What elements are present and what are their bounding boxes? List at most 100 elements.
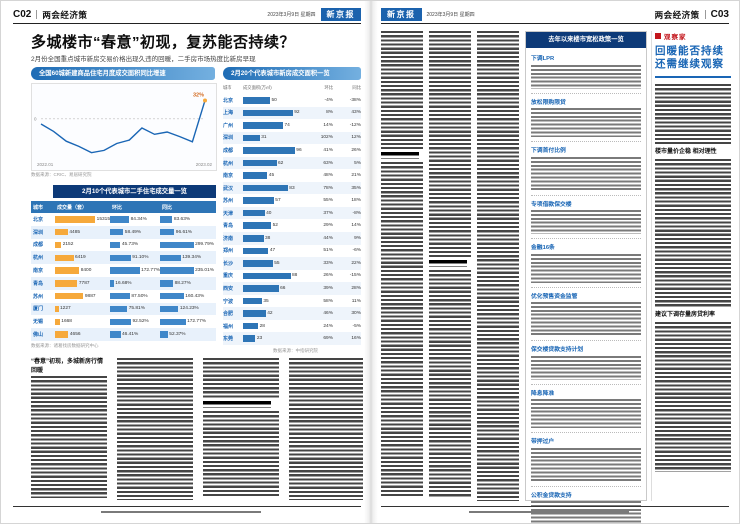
volume-value: 15315 xyxy=(96,216,110,222)
yoy-cell: 160.43% xyxy=(160,292,214,300)
area-value: 83 xyxy=(289,185,295,191)
area-cell: 62 xyxy=(243,159,305,167)
bar-row: 苏州 57 55% 18% xyxy=(223,194,361,207)
column-header: 城市 xyxy=(223,85,232,90)
table-row: 佛山 4656 46.41% 52.37% xyxy=(31,328,216,341)
area-value: 31 xyxy=(261,135,267,141)
volume-bar xyxy=(55,318,60,326)
area-cell: 38 xyxy=(243,235,305,242)
mom-bar xyxy=(110,292,130,300)
area-value: 55 xyxy=(274,260,280,266)
mom-cell: 92.52% xyxy=(110,318,160,326)
newhome-chart-body: 北京 50 -4% -38% 上海 92 8% 43% 广州 74 14% -12% 深圳 31 102% 1… xyxy=(223,94,361,345)
area-cell: 47 xyxy=(243,247,305,255)
area-bar xyxy=(243,247,269,255)
secondhand-table-body: 北京 15315 84.34% 83.63% 深圳 4485 58.49% 96.61% 成都 2… xyxy=(31,213,216,341)
yoy-value: -8% xyxy=(352,210,361,216)
mom-value: 58% xyxy=(323,298,333,304)
header-rule xyxy=(381,23,729,24)
yoy-value: 11% xyxy=(351,298,361,304)
city-label: 南京 xyxy=(223,173,234,180)
city-label: 佛山 xyxy=(33,332,44,339)
bar-row: 成都 96 41% 26% xyxy=(223,144,361,157)
line-chart-title: 全国60城新建商品住宅月度成交面积同比增速 xyxy=(31,67,215,80)
area-cell: 57 xyxy=(243,197,305,204)
yoy-bar xyxy=(160,267,194,274)
yoy-value: 18% xyxy=(351,198,361,204)
divider xyxy=(704,10,706,19)
city-label: 苏州 xyxy=(223,198,234,205)
area-value: 74 xyxy=(284,122,290,128)
area-bar xyxy=(243,159,277,167)
policy-item: 专项借款保交楼 xyxy=(531,196,641,239)
footer-rule xyxy=(13,506,361,507)
volume-bar xyxy=(55,216,96,223)
yoy-value: 299.79% xyxy=(195,242,214,248)
column-header: 环比 xyxy=(324,85,333,90)
mom-value: 24% xyxy=(323,323,333,329)
mom-value: 16.68% xyxy=(115,280,132,286)
city-label: 苏州 xyxy=(33,293,44,300)
policy-item: 保交楼贷款支持计划 xyxy=(531,341,641,385)
yoy-value: -6% xyxy=(352,248,361,254)
area-value: 88 xyxy=(292,273,298,279)
mom-cell: 58.49% xyxy=(110,228,160,236)
city-label: 宁波 xyxy=(223,298,234,305)
section-title: 两会经济策 xyxy=(42,9,88,20)
city-label: 成都 xyxy=(223,147,234,154)
yoy-value: -15% xyxy=(349,273,361,279)
area-value: 92 xyxy=(294,110,300,116)
yoy-cell: 172.77% xyxy=(160,318,214,326)
text-block xyxy=(429,31,471,257)
article-column: “春意”初现，多城新房行情回暖 xyxy=(31,358,107,500)
yoy-value: 139.34% xyxy=(182,255,202,261)
article-column xyxy=(203,358,279,500)
subhead-block xyxy=(429,260,467,267)
mom-value: 37% xyxy=(323,210,333,216)
city-label: 杭州 xyxy=(33,255,44,262)
city-label: 福州 xyxy=(223,323,234,330)
area-cell: 42 xyxy=(243,310,305,317)
mom-bar xyxy=(110,228,124,236)
line-chart: 32% 0 2022.01 2023.02 xyxy=(31,83,217,171)
yoy-cell: 52.37% xyxy=(160,331,214,338)
observer-title-line2: 还需继续观察 xyxy=(655,58,724,70)
page-left-header: C02 两会经济策 2023年3月9日 星期四 新京报 xyxy=(13,8,361,21)
area-bar xyxy=(243,285,279,292)
text-block xyxy=(381,162,423,498)
policy-item-title: 下调LPR xyxy=(531,56,555,62)
area-value: 28 xyxy=(259,323,265,329)
policy-item-title: 专项借款保交楼 xyxy=(531,201,572,208)
area-bar xyxy=(243,297,262,305)
column-header: 同比 xyxy=(352,85,361,90)
text-block xyxy=(531,253,641,283)
volume-value: 1668 xyxy=(61,319,72,325)
area-cell: 40 xyxy=(243,209,305,217)
text-block xyxy=(655,84,731,144)
yoy-value: 14% xyxy=(351,223,361,229)
volume-cell: 2152 xyxy=(55,241,110,249)
area-cell: 28 xyxy=(243,322,305,330)
city-label: 深圳 xyxy=(223,135,234,142)
bar-row: 重庆 88 26% -15% xyxy=(223,270,361,283)
article-headline: 多城楼市“春意”初现，复苏能否持续？ xyxy=(31,34,296,51)
yoy-value: 28% xyxy=(351,285,361,291)
policy-items: 下调LPR 放松限购限贷 下调首付比例 专项借款保交楼 金融16条 优化预售资金监管 保交楼… xyxy=(526,48,646,523)
mom-cell: 87.50% xyxy=(110,292,160,300)
footer-credits xyxy=(101,511,261,515)
area-cell: 96 xyxy=(243,147,305,154)
article-column xyxy=(381,31,423,501)
area-bar xyxy=(243,222,272,229)
volume-bar xyxy=(55,305,59,313)
yoy-value: 30% xyxy=(351,311,361,317)
city-label: 北京 xyxy=(223,97,234,104)
text-block xyxy=(655,159,731,307)
page-fold xyxy=(364,1,378,523)
table-row: 杭州 6419 91.10% 139.34% xyxy=(31,251,216,265)
mom-value: 26% xyxy=(323,273,333,279)
policy-item: 金融16条 xyxy=(531,239,641,288)
svg-text:2023.02: 2023.02 xyxy=(196,162,213,167)
mom-bar xyxy=(110,280,114,287)
area-bar xyxy=(243,97,270,104)
yoy-bar xyxy=(160,228,175,236)
